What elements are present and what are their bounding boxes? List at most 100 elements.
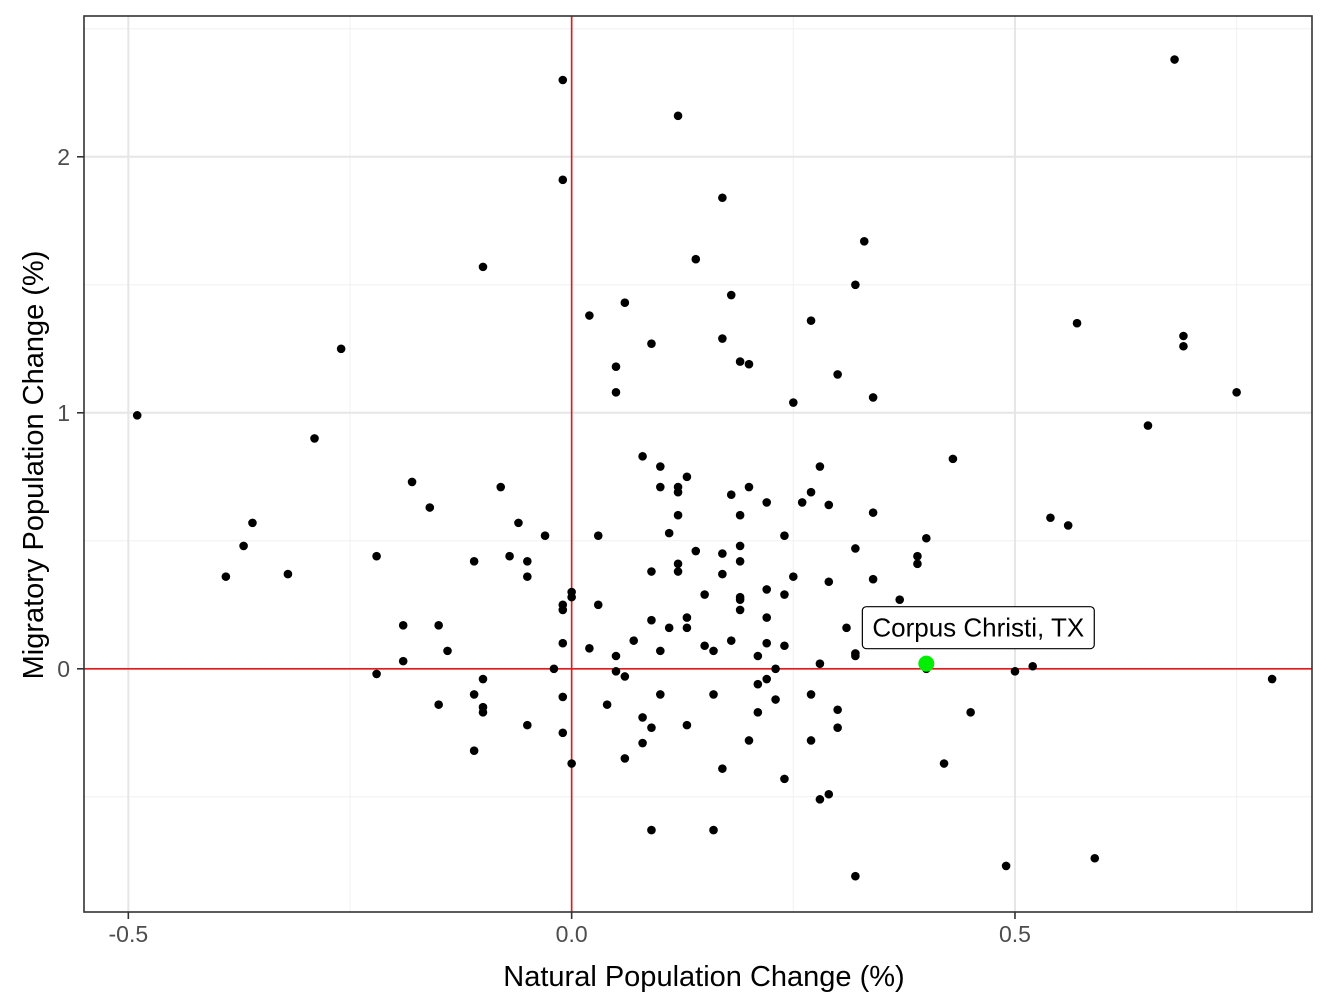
data-point [762,638,772,648]
data-point [762,498,772,507]
data-point [824,577,834,587]
data-point [523,572,532,581]
data-point [726,490,736,500]
data-point [700,641,709,651]
data-point [1028,661,1038,671]
data-point [762,674,772,684]
data-point [806,316,816,325]
data-point [851,651,860,661]
data-point [567,759,576,768]
data-point [372,669,381,679]
data-point [806,690,816,699]
data-point [523,556,532,566]
data-point [771,664,780,674]
data-point [824,500,834,510]
data-point [478,262,488,272]
data-point [1046,513,1055,523]
data-point [895,595,905,604]
data-point [718,764,727,773]
data-point [1179,341,1188,351]
data-point [780,531,789,540]
data-point [1063,521,1073,530]
data-point [868,393,878,402]
data-point [602,700,612,709]
data-point [718,569,727,579]
highlight-label: Corpus Christi, TX [872,613,1084,643]
data-point [558,75,568,85]
panel-border [83,15,1313,913]
data-point [753,651,763,661]
data-point [682,613,692,622]
data-point [567,592,576,602]
data-point [620,672,630,681]
data-point [664,623,674,633]
data-point [132,411,142,420]
data-point [523,720,532,730]
data-point [336,344,346,354]
data-point [682,720,692,730]
data-point [806,736,816,745]
y-axis-title: Migratory Population Change (%) [18,251,50,680]
data-point [735,556,745,566]
data-point [744,482,754,492]
data-point [709,825,718,835]
data-point [868,508,878,517]
data-point [469,690,479,699]
data-point [434,700,443,709]
data-point [647,615,656,625]
data-point [762,585,772,594]
data-point [638,738,647,748]
data-point [1232,388,1241,397]
data-point [1179,331,1188,341]
data-point [478,708,488,717]
data-point [913,559,922,569]
data-point [611,362,621,372]
data-point [398,656,408,666]
data-point [789,572,798,581]
data-point [868,574,878,584]
data-point [1143,421,1153,430]
data-point [673,487,683,497]
data-point [780,641,789,651]
data-point [691,546,701,556]
data-point [753,679,763,689]
data-point [673,567,683,576]
data-point [221,572,231,581]
data-point [815,659,825,668]
y-tick-label: 2 [57,144,70,170]
data-point [718,549,727,558]
data-point [638,713,647,722]
data-point [248,518,257,528]
data-point [726,636,736,645]
x-tick-label: 0.0 [556,921,588,947]
data-point [691,254,701,264]
data-point [709,690,718,699]
data-point [372,551,381,561]
data-point [833,705,842,715]
data-point [656,462,665,471]
data-point [558,692,568,702]
data-point [664,528,674,538]
data-point [1001,861,1011,871]
x-tick-label: 0.5 [999,921,1031,947]
data-point [744,736,754,745]
data-point [815,462,825,471]
data-point [638,452,647,461]
data-point [496,482,506,492]
data-point [611,651,621,661]
data-point [1010,667,1020,676]
data-point [718,334,727,343]
data-point [593,531,603,540]
data-point [1090,853,1100,863]
data-point [673,510,683,520]
data-point [780,774,789,784]
data-point [585,311,594,320]
data-point [673,111,683,121]
data-point [656,646,665,656]
data-point [558,638,568,648]
data-point [673,559,683,569]
data-point [948,454,958,464]
data-point [682,623,692,633]
data-point [469,556,479,566]
